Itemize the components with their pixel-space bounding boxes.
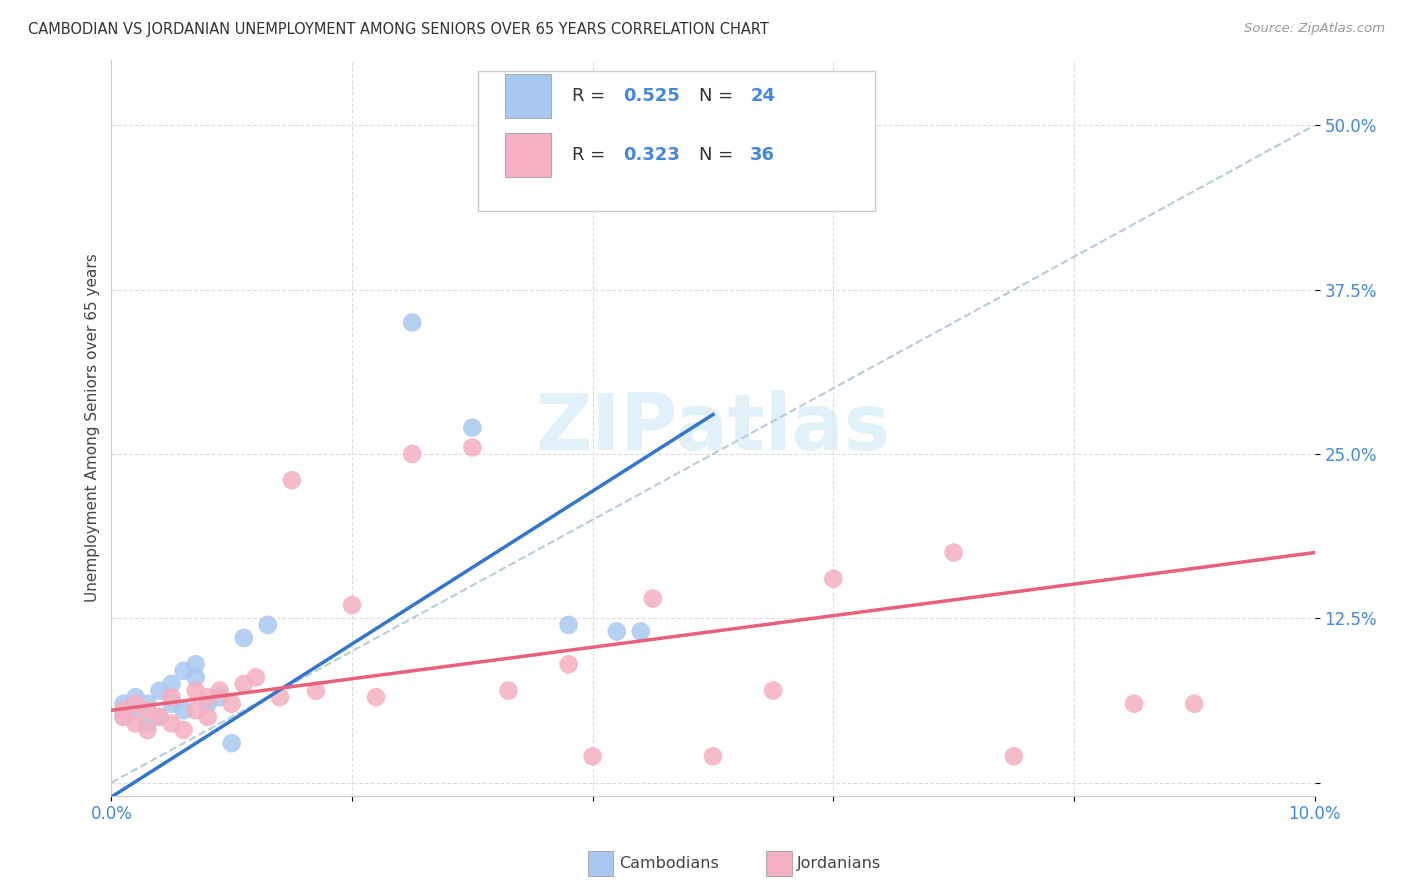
- Text: 24: 24: [751, 87, 775, 105]
- Point: [160, 690, 183, 705]
- Point: [136, 697, 159, 711]
- Point: [136, 723, 159, 737]
- Point: [606, 624, 628, 639]
- Point: [582, 749, 605, 764]
- Point: [232, 677, 254, 691]
- Point: [197, 710, 219, 724]
- Point: [232, 631, 254, 645]
- Point: [557, 618, 579, 632]
- Point: [269, 690, 291, 705]
- Text: 0.323: 0.323: [623, 146, 679, 164]
- Point: [148, 710, 170, 724]
- Point: [641, 591, 664, 606]
- Point: [197, 690, 219, 705]
- Point: [823, 572, 845, 586]
- Point: [148, 710, 170, 724]
- Text: R =: R =: [572, 87, 612, 105]
- Text: R =: R =: [572, 146, 612, 164]
- Point: [942, 545, 965, 559]
- Point: [281, 473, 304, 487]
- Point: [160, 716, 183, 731]
- FancyBboxPatch shape: [478, 70, 876, 211]
- Point: [702, 749, 724, 764]
- Point: [136, 716, 159, 731]
- Point: [124, 716, 146, 731]
- Point: [184, 670, 207, 684]
- Point: [112, 710, 135, 724]
- Point: [1182, 697, 1205, 711]
- FancyBboxPatch shape: [505, 133, 551, 178]
- Point: [1002, 749, 1025, 764]
- Point: [208, 690, 231, 705]
- Point: [124, 703, 146, 717]
- Point: [184, 657, 207, 672]
- Point: [305, 683, 328, 698]
- Text: 36: 36: [751, 146, 775, 164]
- Text: Source: ZipAtlas.com: Source: ZipAtlas.com: [1244, 22, 1385, 36]
- Point: [173, 664, 195, 678]
- Point: [160, 697, 183, 711]
- Text: 0.525: 0.525: [623, 87, 679, 105]
- Point: [256, 618, 278, 632]
- Text: CAMBODIAN VS JORDANIAN UNEMPLOYMENT AMONG SENIORS OVER 65 YEARS CORRELATION CHAR: CAMBODIAN VS JORDANIAN UNEMPLOYMENT AMON…: [28, 22, 769, 37]
- Point: [461, 420, 484, 434]
- Point: [340, 598, 363, 612]
- Point: [498, 683, 520, 698]
- Point: [461, 441, 484, 455]
- Point: [221, 736, 243, 750]
- Point: [173, 723, 195, 737]
- Text: Jordanians: Jordanians: [797, 856, 882, 871]
- Text: Cambodians: Cambodians: [619, 856, 718, 871]
- Point: [173, 703, 195, 717]
- Point: [112, 703, 135, 717]
- Point: [221, 697, 243, 711]
- Text: ZIPatlas: ZIPatlas: [536, 390, 890, 466]
- Point: [208, 683, 231, 698]
- Point: [197, 697, 219, 711]
- Point: [160, 677, 183, 691]
- Text: N =: N =: [699, 146, 738, 164]
- Point: [366, 690, 388, 705]
- Point: [245, 670, 267, 684]
- FancyBboxPatch shape: [505, 74, 551, 119]
- Point: [124, 697, 146, 711]
- Point: [401, 316, 423, 330]
- Point: [401, 447, 423, 461]
- Point: [184, 683, 207, 698]
- Point: [630, 624, 652, 639]
- Point: [557, 657, 579, 672]
- Point: [112, 710, 135, 724]
- Point: [112, 697, 135, 711]
- Point: [124, 690, 146, 705]
- Point: [148, 683, 170, 698]
- Text: N =: N =: [699, 87, 738, 105]
- Y-axis label: Unemployment Among Seniors over 65 years: Unemployment Among Seniors over 65 years: [86, 253, 100, 602]
- Point: [762, 683, 785, 698]
- Point: [136, 703, 159, 717]
- Point: [184, 703, 207, 717]
- Point: [1123, 697, 1146, 711]
